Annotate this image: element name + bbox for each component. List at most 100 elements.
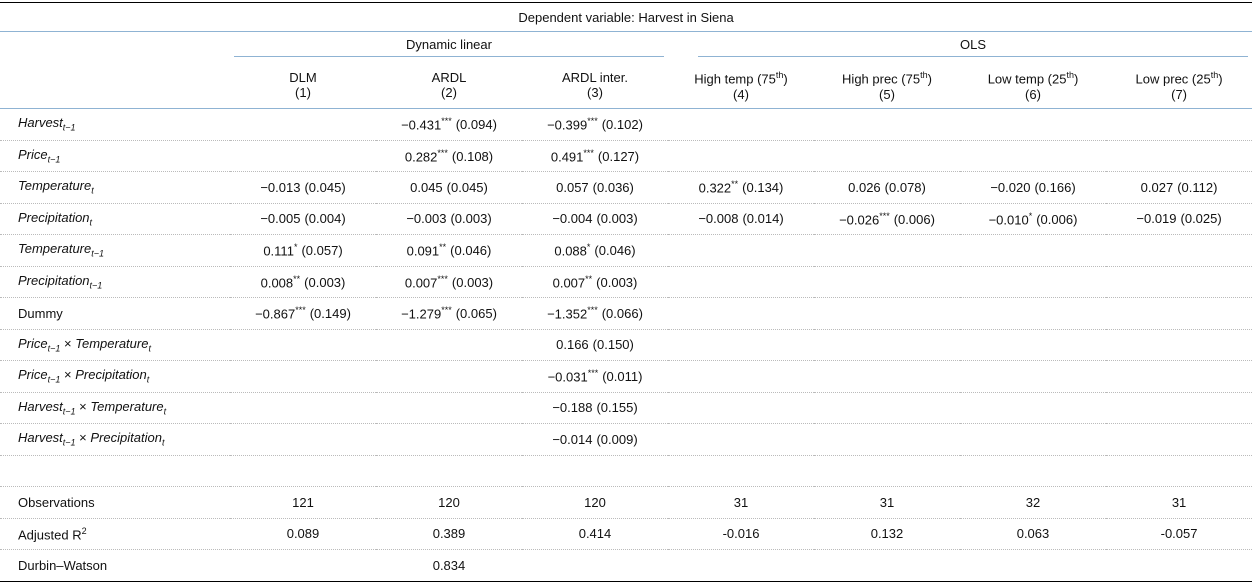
stat-row: Durbin–Watson 0.834 xyxy=(0,550,1252,582)
cell: 0.088* (0.046) xyxy=(522,234,668,267)
group-cell: OLS xyxy=(668,32,1252,63)
cell xyxy=(668,329,814,361)
label-text: × xyxy=(60,367,76,383)
subscript: t−1 xyxy=(62,406,76,417)
row-label: Harvestt−1 × Temperaturet xyxy=(0,392,230,424)
coefficient: −0.431 xyxy=(401,117,442,133)
cell xyxy=(814,266,960,298)
empty-cell xyxy=(522,455,668,487)
label-text: × xyxy=(75,430,91,446)
significance: ** xyxy=(293,273,301,284)
cell xyxy=(668,266,814,298)
column-label: DLM xyxy=(236,70,370,85)
standard-error: (0.003) xyxy=(451,274,494,290)
label-text: Temperature xyxy=(75,335,149,351)
cell xyxy=(668,392,814,424)
subscript: t xyxy=(146,375,150,386)
data-row: Pricet−1 0.282*** (0.108) 0.491*** (0.127) xyxy=(0,140,1253,172)
label-text: Precipitation xyxy=(90,430,162,446)
cell: 31 xyxy=(668,486,814,519)
cell xyxy=(1106,329,1253,361)
subscript: t−1 xyxy=(91,249,104,260)
empty-cell xyxy=(814,455,960,487)
standard-error: (0.009) xyxy=(596,431,638,447)
row-label: Precipitationt xyxy=(0,203,230,235)
column-number: (5) xyxy=(879,86,895,102)
label-text: Low prec (25 xyxy=(1135,71,1211,87)
standard-error: (0.045) xyxy=(304,179,346,195)
cell: 0.282*** (0.108) xyxy=(376,140,522,172)
cell xyxy=(230,423,376,456)
column-label: High prec (75th) xyxy=(820,68,954,86)
label-text: Temperature xyxy=(18,178,92,194)
cell: 0.491*** (0.127) xyxy=(522,140,668,172)
coefficient: −0.031 xyxy=(547,369,588,385)
row-label: Pricet−1 xyxy=(0,140,230,172)
row-label: Dummy xyxy=(0,297,230,330)
standard-error: (0.112) xyxy=(1177,179,1218,195)
cell xyxy=(1106,392,1253,424)
subscript: t xyxy=(89,217,93,228)
column-label: Low prec (25th) xyxy=(1112,68,1246,86)
significance: *** xyxy=(437,273,448,284)
standard-error: (0.003) xyxy=(596,274,638,290)
label-text: Low temp (25 xyxy=(987,71,1067,87)
stat-value: 31 xyxy=(1171,494,1187,510)
significance: *** xyxy=(437,147,448,158)
coefficient: 0.091 xyxy=(406,243,440,259)
standard-error: (0.166) xyxy=(1034,179,1076,195)
subscript: t xyxy=(161,438,165,449)
subscript: t−1 xyxy=(47,343,61,354)
cell xyxy=(814,234,960,267)
significance: *** xyxy=(587,116,598,127)
superscript: th xyxy=(1210,70,1219,81)
standard-error: (0.025) xyxy=(1180,211,1222,227)
cell: -0.057 xyxy=(1106,518,1253,550)
cell xyxy=(668,550,814,582)
data-row: Precipitationt −0.005 (0.004) −0.003 (0.003)… xyxy=(0,203,1253,235)
label-text: Price xyxy=(18,367,48,383)
cell: 0.007** (0.003) xyxy=(522,266,668,298)
superscript: 2 xyxy=(81,525,87,536)
label-text: Precipitation xyxy=(18,272,90,288)
cell xyxy=(376,360,522,393)
standard-error: (0.014) xyxy=(742,211,784,227)
stat-value: 121 xyxy=(292,494,314,510)
standard-error: (0.003) xyxy=(596,211,638,227)
cell xyxy=(1106,550,1252,582)
cell xyxy=(1106,266,1253,298)
cell xyxy=(376,392,522,424)
standard-error: (0.150) xyxy=(592,337,634,353)
standard-error: (0.006) xyxy=(893,211,935,227)
label-text: ARDL inter. xyxy=(562,70,628,85)
coefficient: −0.020 xyxy=(990,179,1031,195)
cell xyxy=(814,550,960,582)
spacer-row xyxy=(0,455,1253,487)
stat-value: 31 xyxy=(879,494,895,510)
cell: −1.352*** (0.066) xyxy=(522,297,668,330)
subscript: t xyxy=(163,406,167,417)
cell xyxy=(668,108,814,141)
standard-error: (0.057) xyxy=(301,243,343,259)
data-row: Dummy −0.867*** (0.149) −1.279*** (0.065) −1.… xyxy=(0,297,1253,330)
stat-value: 0.089 xyxy=(286,526,320,542)
stat-row: Observations 121 120 120 31 31 32 31 xyxy=(0,486,1253,519)
significance: *** xyxy=(441,305,452,316)
subscript: t xyxy=(148,343,151,354)
data-row: Harvestt−1 × Precipitationt −0.014 (0.009) xyxy=(0,423,1253,456)
coefficient: 0.322 xyxy=(698,180,732,196)
column-number: (1) xyxy=(295,85,311,100)
cell: 31 xyxy=(814,486,960,519)
label-text: Dummy xyxy=(18,305,63,321)
cell xyxy=(230,550,376,582)
cell xyxy=(1106,297,1253,330)
cell xyxy=(668,234,814,267)
cell xyxy=(960,550,1106,582)
data-row: Temperaturet−1 0.111* (0.057) 0.091** (0.046… xyxy=(0,234,1253,267)
stat-row: Adjusted R2 0.089 0.389 0.414 -0.016 0.132 0.0… xyxy=(0,518,1253,550)
label-text: Harvest xyxy=(18,430,63,446)
cell xyxy=(1106,360,1253,393)
label-text: Precipitation xyxy=(18,209,90,225)
cell xyxy=(960,297,1106,330)
subscript: t−1 xyxy=(47,375,61,386)
